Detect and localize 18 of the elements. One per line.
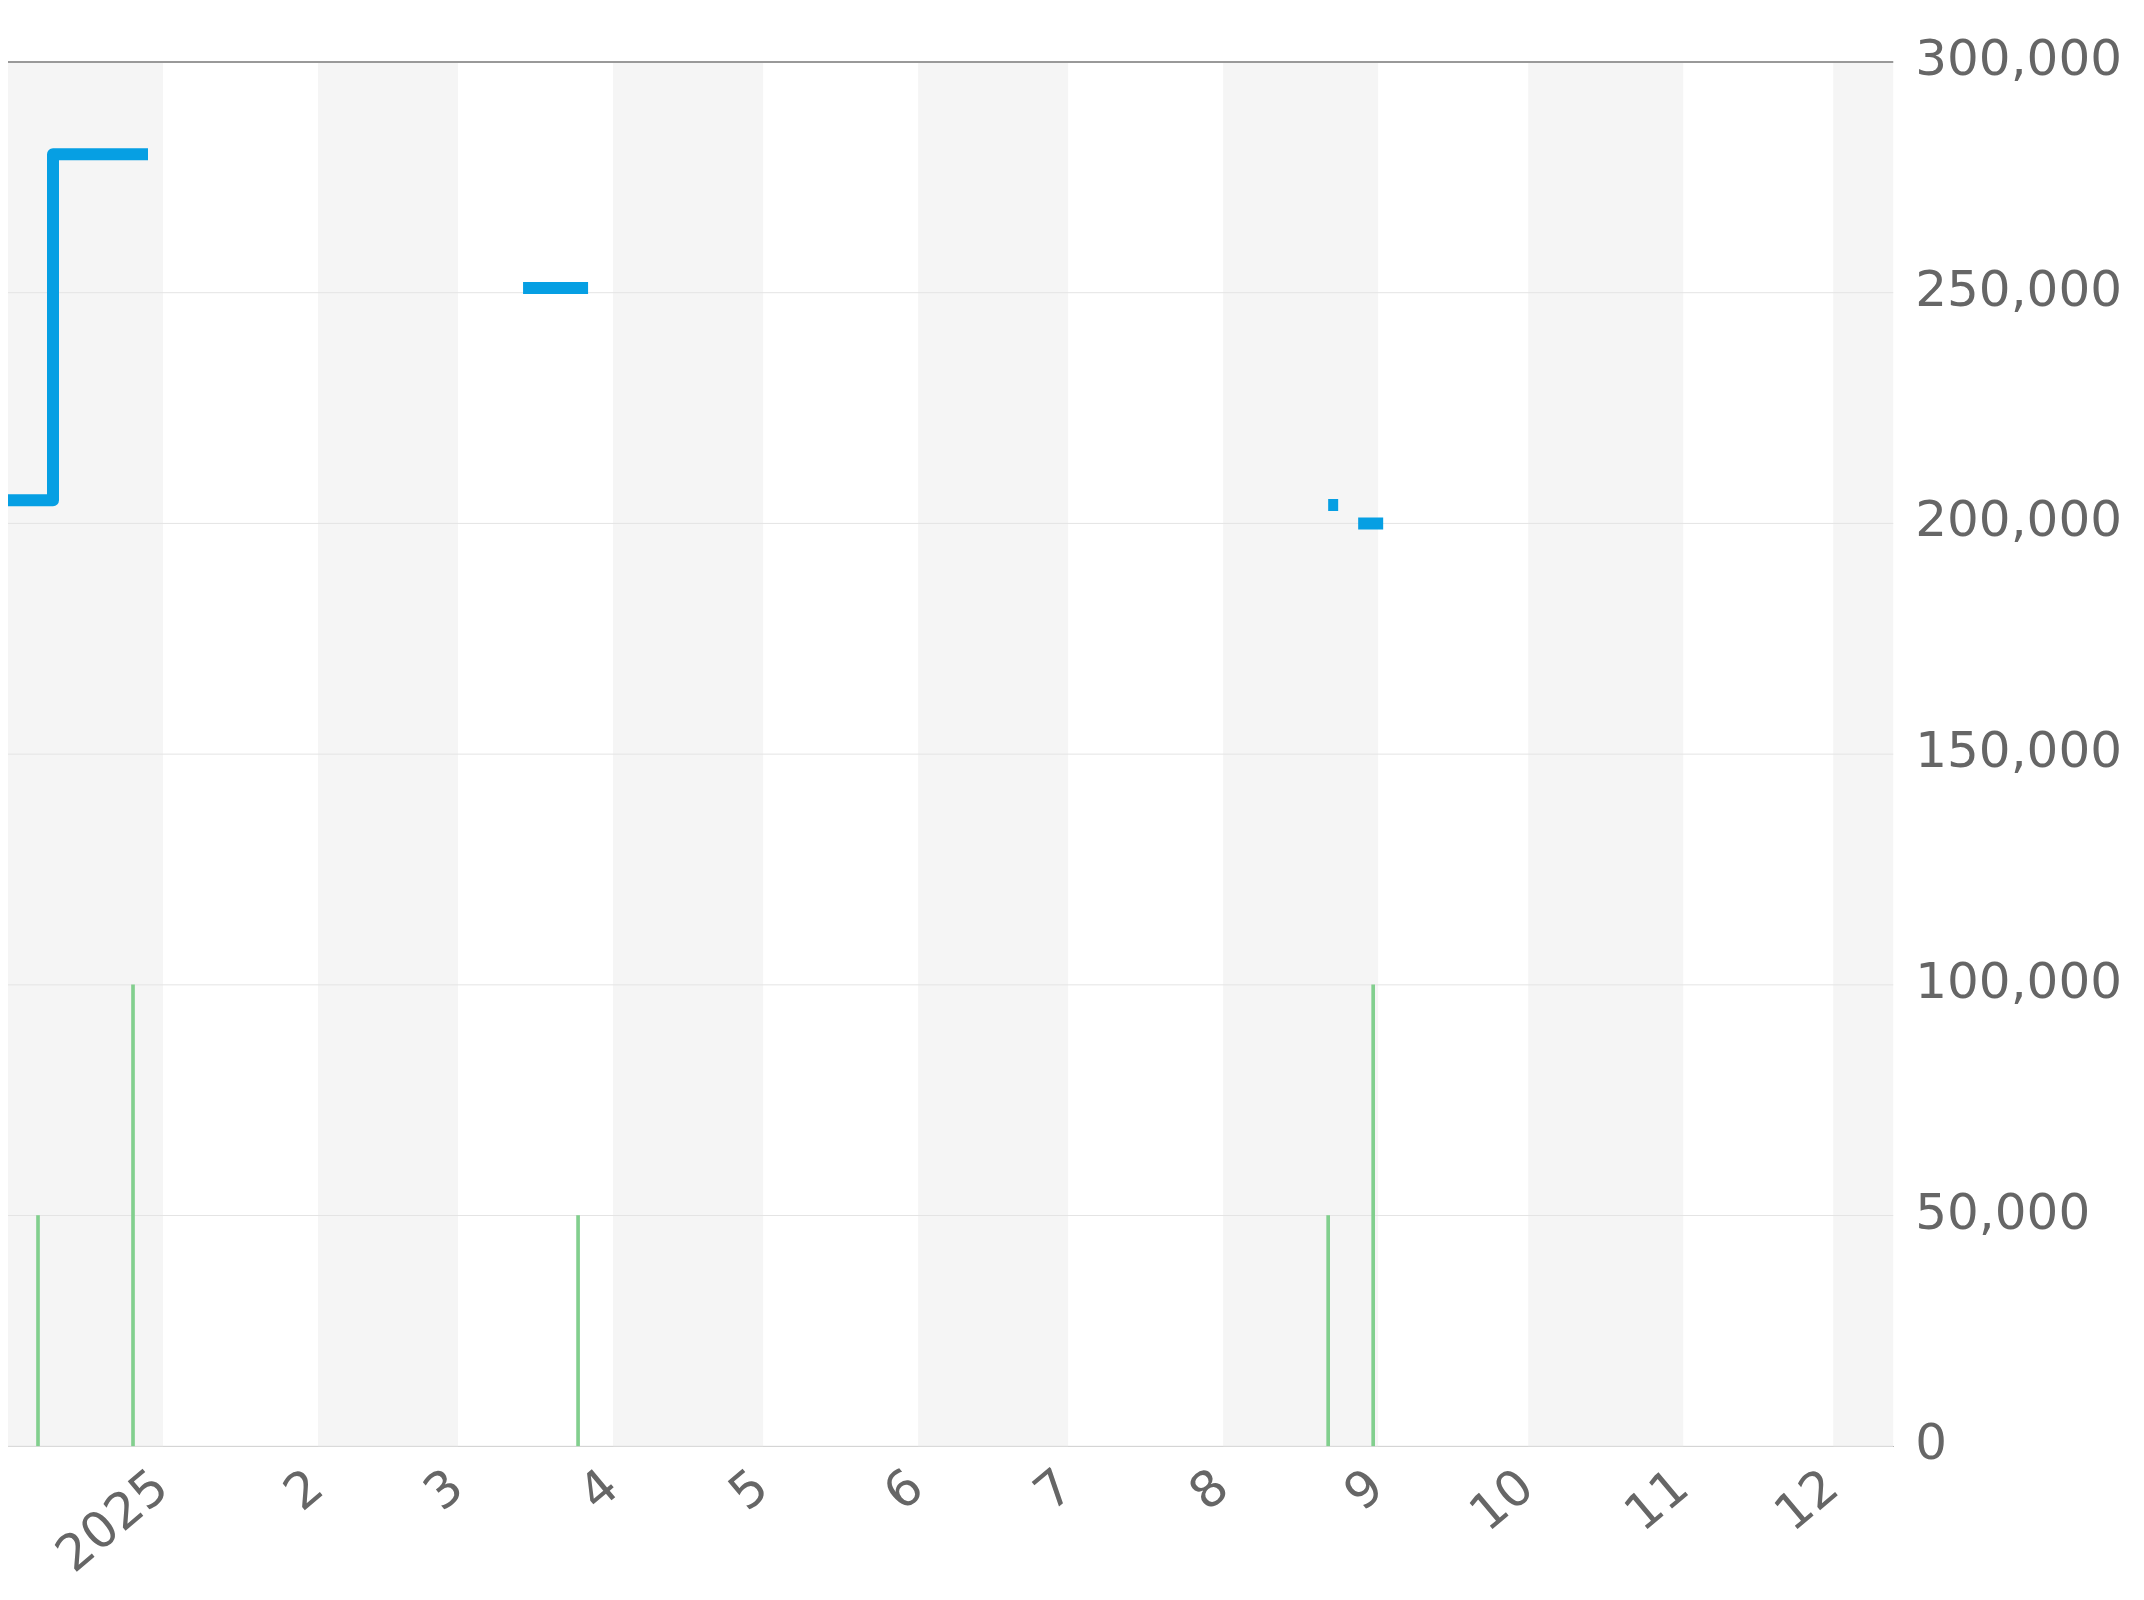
x-tick-label: 11 <box>1613 1456 1700 1543</box>
x-tick-label: 3 <box>412 1456 475 1522</box>
x-tick-label: 10 <box>1458 1456 1545 1543</box>
x-tick-label: 4 <box>567 1456 630 1522</box>
y-tick-label: 50,000 <box>1915 1182 2091 1241</box>
x-tick-label: 5 <box>717 1456 780 1522</box>
x-tick-label: 9 <box>1332 1456 1395 1522</box>
y-tick-label: 200,000 <box>1915 490 2122 549</box>
y-tick-label: 150,000 <box>1915 721 2122 780</box>
y-tick-label: 300,000 <box>1915 28 2122 87</box>
y-tick-label: 250,000 <box>1915 259 2122 318</box>
y-tick-label: 0 <box>1915 1413 1948 1472</box>
x-tick-label: 12 <box>1763 1456 1850 1543</box>
y-tick-label: 100,000 <box>1915 951 2122 1010</box>
x-tick-label: 6 <box>872 1456 935 1522</box>
x-tick-label: 8 <box>1177 1456 1240 1522</box>
x-tick-label: 7 <box>1022 1456 1085 1522</box>
x-tick-label: 2 <box>272 1456 335 1522</box>
